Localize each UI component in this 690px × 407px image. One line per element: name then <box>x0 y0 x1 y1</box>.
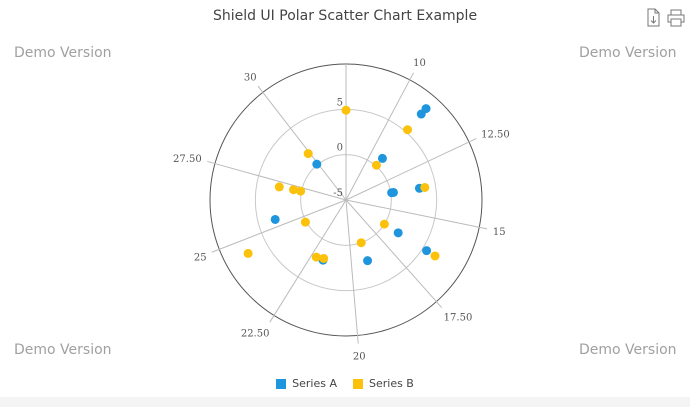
series-a-point <box>312 159 322 169</box>
legend-swatch-series-b <box>352 378 363 389</box>
angular-gridline <box>207 160 347 201</box>
chart-title: Shield UI Polar Scatter Chart Example <box>212 8 478 24</box>
angular-tick-label: 20 <box>353 351 366 362</box>
series-b-point <box>289 185 299 195</box>
legend: Series A Series B <box>0 377 690 390</box>
radial-tick-label: 0 <box>337 143 343 154</box>
legend-swatch-series-a <box>276 378 287 389</box>
angular-gridline <box>345 199 443 308</box>
angular-tick-label: 17.50 <box>444 313 473 324</box>
series-b-point <box>274 182 284 192</box>
series-a-point <box>377 153 387 163</box>
series-b-point <box>379 219 389 229</box>
radial-tick-label: 5 <box>337 97 343 108</box>
angular-gridline <box>345 199 359 344</box>
angular-tick-label: 22.50 <box>241 328 270 339</box>
printer-icon[interactable] <box>666 8 686 28</box>
series-b-point <box>430 251 440 261</box>
angular-tick-label: 15 <box>493 227 506 238</box>
series-b-point <box>356 238 366 248</box>
series-a-point <box>388 187 398 197</box>
series-a-point <box>270 214 280 224</box>
series-a-point <box>422 246 432 256</box>
angular-gridline <box>257 85 347 201</box>
series-b-point <box>371 160 381 170</box>
series-b-point <box>311 252 321 262</box>
angular-gridline <box>211 199 347 253</box>
series-b-point <box>243 248 253 258</box>
series-b-point <box>300 217 310 227</box>
series-b-point <box>319 253 329 263</box>
series-b-point <box>296 186 306 196</box>
legend-item-series-b[interactable]: Series B <box>352 377 414 390</box>
angular-tick-label: 10 <box>413 58 426 69</box>
radial-tick-label: -5 <box>333 188 343 199</box>
series-a-point <box>363 256 373 266</box>
watermark-bottom-right: Demo Version <box>579 342 677 358</box>
footer-bar <box>0 397 690 407</box>
angular-tick-label: 12.50 <box>481 129 510 140</box>
angular-tick-label: 27.50 <box>173 154 202 165</box>
legend-label-series-b: Series B <box>368 377 414 390</box>
file-download-icon[interactable] <box>644 8 662 28</box>
watermark-top-right: Demo Version <box>579 45 677 61</box>
angular-gridline <box>345 72 414 201</box>
series-b-point <box>303 149 313 159</box>
angular-gridline <box>345 199 488 230</box>
angular-gridline <box>269 199 347 323</box>
angular-gridline <box>345 138 477 201</box>
series-b-point <box>403 125 413 135</box>
legend-item-series-a[interactable]: Series A <box>276 377 337 390</box>
legend-label-series-a: Series A <box>292 377 337 390</box>
angular-tick-label: 25 <box>194 253 207 264</box>
series-b-point <box>341 105 351 115</box>
series-a-point <box>416 109 426 119</box>
series-a-point <box>393 228 403 238</box>
series-b-point <box>420 182 430 192</box>
watermark-bottom-left: Demo Version <box>14 342 112 358</box>
watermark-top-left: Demo Version <box>14 45 112 61</box>
angular-tick-label: 30 <box>244 73 257 84</box>
